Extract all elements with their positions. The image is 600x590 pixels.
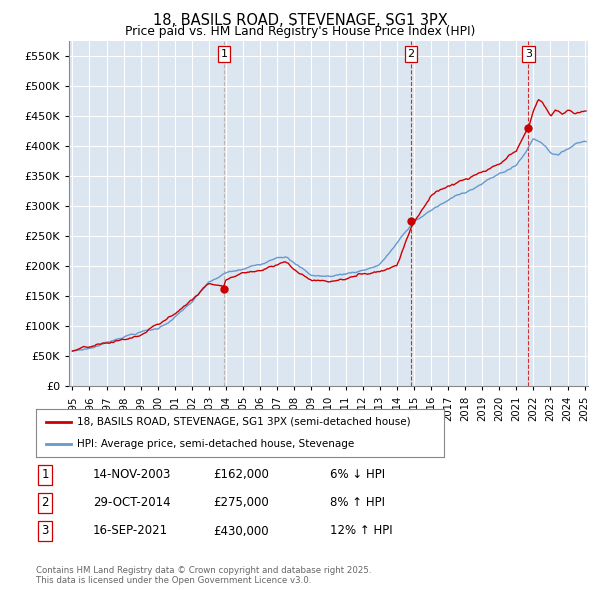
Text: 16-SEP-2021: 16-SEP-2021 xyxy=(93,525,168,537)
Text: £430,000: £430,000 xyxy=(213,525,269,537)
Text: 12% ↑ HPI: 12% ↑ HPI xyxy=(330,525,392,537)
Text: 1: 1 xyxy=(220,49,227,59)
Text: £162,000: £162,000 xyxy=(213,468,269,481)
Text: 3: 3 xyxy=(41,525,49,537)
Text: 18, BASILS ROAD, STEVENAGE, SG1 3PX (semi-detached house): 18, BASILS ROAD, STEVENAGE, SG1 3PX (sem… xyxy=(77,417,410,427)
Text: 6% ↓ HPI: 6% ↓ HPI xyxy=(330,468,385,481)
Text: 3: 3 xyxy=(525,49,532,59)
Text: 2: 2 xyxy=(407,49,415,59)
Text: 1: 1 xyxy=(41,468,49,481)
Text: 18, BASILS ROAD, STEVENAGE, SG1 3PX: 18, BASILS ROAD, STEVENAGE, SG1 3PX xyxy=(152,13,448,28)
Text: 2: 2 xyxy=(41,496,49,509)
Text: Price paid vs. HM Land Registry's House Price Index (HPI): Price paid vs. HM Land Registry's House … xyxy=(125,25,475,38)
Text: 29-OCT-2014: 29-OCT-2014 xyxy=(93,496,170,509)
Text: 14-NOV-2003: 14-NOV-2003 xyxy=(93,468,172,481)
Text: 8% ↑ HPI: 8% ↑ HPI xyxy=(330,496,385,509)
Text: £275,000: £275,000 xyxy=(213,496,269,509)
Text: HPI: Average price, semi-detached house, Stevenage: HPI: Average price, semi-detached house,… xyxy=(77,439,354,449)
Text: Contains HM Land Registry data © Crown copyright and database right 2025.
This d: Contains HM Land Registry data © Crown c… xyxy=(36,566,371,585)
